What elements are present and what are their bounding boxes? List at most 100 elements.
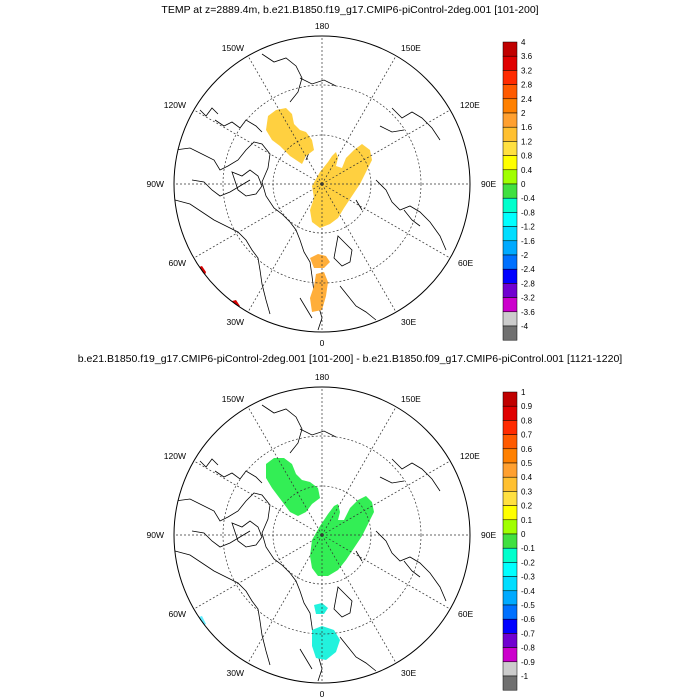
panel-2-colorbar-swatch — [502, 519, 518, 535]
panel-1-colorbar-swatch — [502, 254, 518, 270]
panel-1-colorbar-label: -3.6 — [521, 308, 535, 317]
panel-2-coastlines — [174, 404, 447, 682]
panel-1-colorbar-label: -2 — [521, 251, 529, 260]
panel-1-colorbar-label: 3.2 — [521, 66, 533, 75]
panel-1-colorbar-swatch — [502, 169, 518, 185]
panel-2-colorbar-label: -0.5 — [521, 601, 535, 610]
panel-1-map-border — [173, 35, 471, 333]
panel-1-lon-60w: 60W — [169, 258, 186, 268]
panel-1-map: 180 150E 120E 90E 60E 30E 0 30W 60W 90W … — [147, 21, 536, 348]
panel-1-lon-120w: 120W — [164, 100, 186, 110]
panel-1-fill-baffin-a — [196, 266, 206, 278]
panel-2-colorbar-swatch — [502, 405, 518, 421]
panel-1-lon-30w: 30W — [227, 317, 244, 327]
panel-2-lon-60w: 60W — [169, 609, 186, 619]
panel-1-colorbar-label: -1.6 — [521, 237, 535, 246]
panel-1-coastlines — [174, 53, 447, 331]
panel-2-lon-90e: 90E — [481, 530, 496, 540]
panel-2-colorbar-label: 0.8 — [521, 416, 533, 425]
panel-2-colorbar-label: -1 — [521, 672, 529, 681]
panel-2-colorbar-swatch — [502, 491, 518, 506]
panel-2-lon-120w: 120W — [164, 451, 186, 461]
panel-2-colorbar-swatch — [502, 576, 518, 592]
panel-1-graticule — [174, 36, 470, 332]
panel-2-graticule — [174, 387, 470, 683]
panel-2-colorbar-swatch — [502, 633, 518, 648]
panel-1-lon-90e: 90E — [481, 179, 496, 189]
panel-2-colorbar-swatch — [502, 391, 518, 407]
panel-1-colorbar-swatch — [502, 212, 518, 227]
panel-1-colorbar-label: 2.8 — [521, 81, 533, 90]
panel-2-map-border — [173, 386, 471, 684]
panel-2-colorbar-label: 0.2 — [521, 502, 533, 511]
panel-1-colorbar-label: -1.2 — [521, 223, 535, 232]
panel-1-colorbar: 4 3.6 3.2 2.8 2.4 2 1.6 1.2 0.8 0.4 0 -0.4 -0.8 -1.2 -… — [502, 38, 535, 341]
panel-2-colorbar-swatch — [502, 533, 518, 549]
panel-2-colorbar-swatch — [502, 590, 518, 606]
panel-2-colorbar-label: -0.4 — [521, 587, 535, 596]
panel-2-lon-180: 180 — [315, 372, 329, 382]
panel-1-fill-north-america — [266, 108, 314, 164]
panel-1-colorbar-swatch — [502, 311, 518, 327]
panel-1-anomaly-fills — [196, 108, 372, 312]
panel-2-colorbar-label: 0.3 — [521, 487, 533, 496]
panel-2-colorbar-swatch — [502, 547, 518, 563]
panel-2-colorbar-label: 0.6 — [521, 445, 533, 454]
panel-1-colorbar-swatch — [502, 283, 518, 298]
panel-2-colorbar-swatch — [502, 675, 518, 691]
panel-1-colorbar-label: -0.4 — [521, 194, 535, 203]
panel-2-fill-north-america — [266, 458, 320, 516]
panel-2-colorbar-label: -0.6 — [521, 615, 535, 624]
panel-1-colorbar-swatch — [502, 112, 518, 128]
panel-1-colorbar-label: 0.8 — [521, 152, 533, 161]
panel-1-longitude-labels: 180 150E 120E 90E 60E 30E 0 30W 60W 90W … — [147, 21, 497, 348]
panel-1-fill-baffin-b — [228, 300, 240, 310]
panel-1-lon-180: 180 — [315, 21, 329, 31]
panel-2-colorbar-label: 0.9 — [521, 402, 533, 411]
panel-1-colorbar-swatch — [502, 126, 518, 142]
panel-2-colorbar-label: -0.8 — [521, 644, 535, 653]
panel-1-colorbar-label: 0.4 — [521, 166, 533, 175]
panel-1-colorbar-label: -2.8 — [521, 279, 535, 288]
panel-2-colorbar-swatch — [502, 661, 518, 677]
panel-1-colorbar-swatch — [502, 41, 518, 57]
panel-2-title: b.e21.B1850.f19_g17.CMIP6-piControl-2deg… — [77, 353, 623, 365]
panel-2-colorbar: 1 0.9 0.8 0.7 0.6 0.5 0.4 0.3 0.2 0.1 0 -0.1 -0.2 -0.… — [502, 388, 535, 691]
panel-2-lon-0: 0 — [320, 689, 325, 699]
panel-2-lon-30w: 30W — [227, 668, 244, 678]
panel-2-lon-150w: 150W — [222, 394, 244, 404]
panel-2-colorbar-label: 0 — [521, 530, 526, 539]
panel-2-colorbar-swatch — [502, 434, 518, 450]
panel-1-colorbar-swatch — [502, 226, 518, 242]
panel-1-colorbar-swatch — [502, 297, 518, 313]
panel-2-anomaly-fills — [196, 458, 374, 660]
panel-2-colorbar-swatch — [502, 562, 518, 577]
panel-1-colorbar-swatch — [502, 197, 518, 213]
panel-2-colorbar-label: -0.2 — [521, 558, 535, 567]
panel-2-colorbar-label: -0.7 — [521, 629, 535, 638]
panel-1-colorbar-label: 0 — [521, 180, 526, 189]
panel-1-fill-barents-a — [310, 254, 330, 268]
panel-2-fill-barents-a — [314, 603, 328, 614]
panel-1-lon-30e: 30E — [401, 317, 416, 327]
panel-1-lon-150e: 150E — [401, 43, 421, 53]
panel-2-colorbar-label: 0.4 — [521, 473, 533, 482]
panel-2-lon-120e: 120E — [460, 451, 480, 461]
panel-2-colorbar-label: -0.9 — [521, 658, 535, 667]
panel-2-lon-150e: 150E — [401, 394, 421, 404]
panel-2-lon-90w: 90W — [147, 530, 164, 540]
panel-1-colorbar-label: -4 — [521, 322, 529, 331]
panel-1-colorbar-swatch — [502, 183, 518, 199]
panel-1-colorbar-swatch — [502, 70, 518, 85]
panel-1-colorbar-swatch — [502, 268, 518, 284]
panel-1-colorbar-label: -0.8 — [521, 208, 535, 217]
panel-1-colorbar-label: 2.4 — [521, 95, 533, 104]
panel-1-colorbar-label: 3.6 — [521, 52, 533, 61]
panel-1-lon-0: 0 — [320, 338, 325, 348]
panel-2-colorbar-swatch — [502, 604, 518, 620]
panel-2-colorbar-swatch — [502, 462, 518, 478]
panel-2-longitude-labels: 180 150E 120E 90E 60E 30E 0 30W 60W 90W … — [147, 372, 497, 699]
panel-2-colorbar-swatch — [502, 505, 518, 521]
panel-1-colorbar-swatch — [502, 240, 518, 256]
